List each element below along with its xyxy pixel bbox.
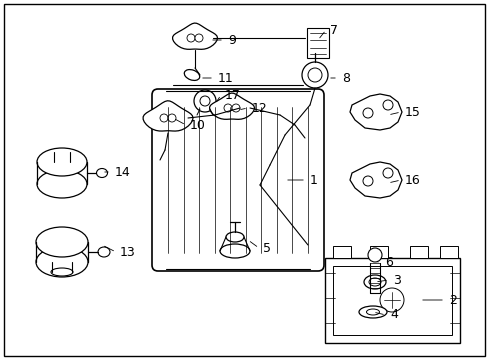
Circle shape — [160, 114, 168, 122]
Circle shape — [168, 114, 176, 122]
Circle shape — [382, 100, 392, 110]
Circle shape — [231, 104, 240, 112]
Ellipse shape — [368, 278, 380, 286]
Circle shape — [302, 62, 327, 88]
Text: 13: 13 — [120, 246, 136, 258]
Ellipse shape — [363, 275, 385, 289]
Text: 16: 16 — [404, 174, 420, 186]
Text: 10: 10 — [190, 118, 205, 131]
Ellipse shape — [358, 306, 386, 318]
Circle shape — [195, 34, 203, 42]
Text: 5: 5 — [263, 242, 270, 255]
Circle shape — [307, 68, 321, 82]
Ellipse shape — [51, 268, 73, 276]
Polygon shape — [172, 23, 217, 49]
FancyBboxPatch shape — [152, 89, 324, 271]
Text: 6: 6 — [384, 256, 392, 269]
Text: 7: 7 — [329, 23, 337, 36]
Text: 2: 2 — [448, 293, 456, 306]
Text: 4: 4 — [389, 309, 397, 321]
Circle shape — [224, 104, 231, 112]
Circle shape — [194, 90, 216, 112]
Ellipse shape — [98, 247, 110, 257]
Text: 1: 1 — [309, 174, 317, 186]
Bar — [332, 246, 350, 258]
Text: 17: 17 — [224, 89, 241, 102]
Circle shape — [200, 96, 209, 106]
Bar — [439, 246, 457, 258]
Polygon shape — [209, 93, 254, 119]
Circle shape — [362, 108, 372, 118]
Circle shape — [367, 248, 381, 262]
Text: 14: 14 — [115, 166, 130, 179]
Text: 3: 3 — [392, 274, 400, 287]
Bar — [306, 28, 328, 58]
Circle shape — [362, 176, 372, 186]
Polygon shape — [143, 101, 193, 131]
Circle shape — [379, 288, 403, 312]
Bar — [369, 246, 387, 258]
Ellipse shape — [366, 309, 379, 315]
Text: 11: 11 — [218, 72, 233, 85]
Ellipse shape — [37, 148, 87, 176]
Text: 8: 8 — [341, 72, 349, 85]
Bar — [325, 258, 459, 343]
Ellipse shape — [96, 168, 107, 177]
Bar — [332, 266, 451, 335]
Text: 12: 12 — [251, 102, 267, 114]
Bar — [409, 246, 427, 258]
Ellipse shape — [220, 244, 249, 258]
Ellipse shape — [36, 247, 88, 277]
Text: 15: 15 — [404, 105, 420, 118]
Polygon shape — [349, 94, 401, 130]
Circle shape — [382, 168, 392, 178]
Ellipse shape — [36, 227, 88, 257]
Polygon shape — [349, 162, 401, 198]
Ellipse shape — [37, 170, 87, 198]
Ellipse shape — [184, 69, 199, 80]
Text: 9: 9 — [227, 33, 235, 46]
Circle shape — [186, 34, 195, 42]
Ellipse shape — [225, 232, 244, 242]
